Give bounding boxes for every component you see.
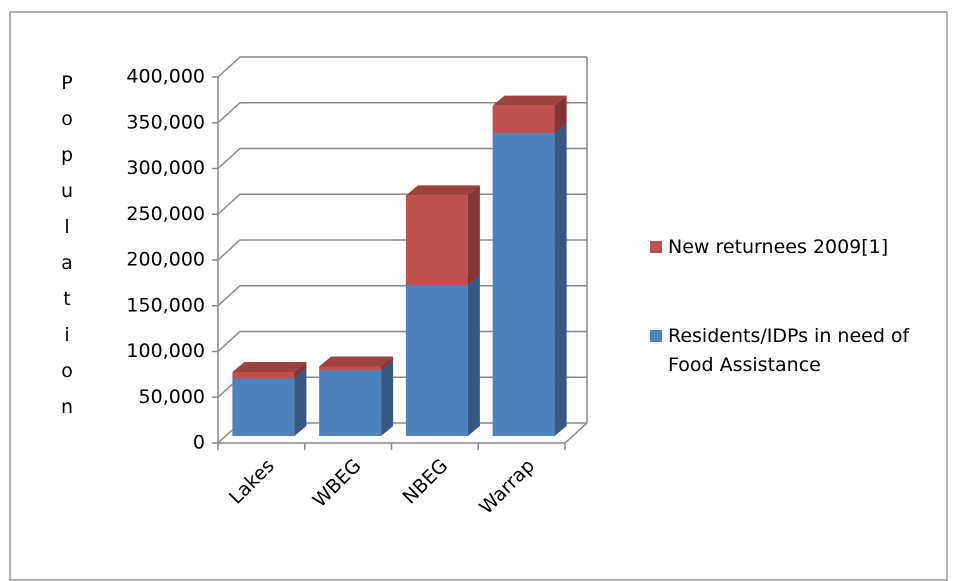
legend-label: Residents/IDPs in need of Food Assistanc… <box>668 325 910 376</box>
x-tick-label: WBEG <box>309 455 366 512</box>
bar <box>492 133 555 436</box>
bar-top <box>492 95 567 106</box>
bar <box>405 285 468 436</box>
bar-top <box>319 356 394 367</box>
legend-label: New returnees 2009[1] <box>668 236 889 258</box>
bar <box>319 366 382 371</box>
y-tick-label: 0 <box>193 432 205 454</box>
y-tick-label: 300,000 <box>126 157 205 179</box>
bar <box>232 378 295 436</box>
y-tick-label: 100,000 <box>126 340 205 362</box>
x-tick-label: NBEG <box>399 455 453 509</box>
y-tick-label: 50,000 <box>139 386 205 408</box>
y-tick-label: 250,000 <box>126 203 205 225</box>
bar <box>492 105 555 134</box>
bar-side <box>381 360 394 436</box>
bar <box>405 195 468 286</box>
bar <box>319 370 382 436</box>
legend-swatch <box>650 241 662 253</box>
bar-top <box>405 185 480 196</box>
legend-swatch <box>650 330 662 342</box>
y-tick-label: 400,000 <box>126 66 205 88</box>
y-tick-label: 350,000 <box>126 111 205 133</box>
bar-side <box>467 275 480 436</box>
bar <box>232 371 295 379</box>
bar-side <box>294 368 307 436</box>
y-axis-label: Population <box>56 72 78 432</box>
y-tick-label: 200,000 <box>126 249 205 271</box>
y-tick-label: 150,000 <box>126 294 205 316</box>
x-tick-label: Warrap <box>475 455 539 519</box>
bar-side <box>381 356 394 371</box>
bar-top <box>232 361 307 372</box>
grid-line <box>217 147 587 170</box>
bar-side <box>554 123 567 436</box>
bar-side <box>554 95 567 134</box>
chart-border <box>9 11 948 581</box>
grid-line <box>217 102 587 124</box>
grid-line <box>217 56 587 78</box>
x-tick-label: Lakes <box>225 455 279 509</box>
bar-side <box>294 361 307 379</box>
bar-side <box>467 185 480 286</box>
